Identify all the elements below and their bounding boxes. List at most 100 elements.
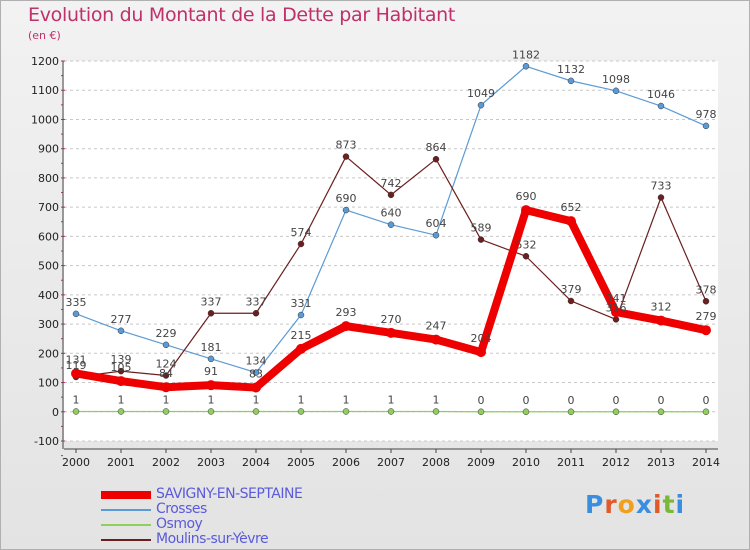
legend-swatch [101, 523, 151, 526]
data-label: 532 [516, 238, 537, 251]
data-label: 1049 [467, 87, 495, 100]
data-label: 1 [343, 393, 350, 406]
y-tick-label: 400 [38, 289, 59, 302]
data-point [252, 310, 260, 317]
data-label: 733 [651, 180, 672, 193]
data-label: 1 [208, 393, 215, 406]
data-label: 0 [523, 394, 530, 407]
data-point [252, 408, 260, 415]
data-label: 316 [606, 301, 627, 314]
plot-area [64, 61, 718, 441]
x-tick-label: 2005 [287, 456, 315, 469]
x-tick-label: 2013 [647, 456, 675, 469]
data-point [386, 327, 396, 338]
y-tick-label: 900 [38, 143, 59, 156]
data-label: 331 [291, 297, 312, 310]
legend-label: Moulins-sur-Yèvre [156, 531, 269, 547]
data-label: 247 [426, 320, 447, 333]
data-label: 341 [606, 292, 627, 305]
data-point [657, 408, 665, 416]
x-tick-label: 2011 [557, 456, 585, 469]
data-point [296, 343, 306, 354]
data-label: 229 [156, 327, 177, 340]
data-label: 0 [478, 394, 485, 407]
data-label: 124 [156, 358, 177, 371]
data-point [567, 77, 575, 85]
data-point [252, 369, 260, 376]
data-label: 652 [561, 201, 582, 214]
data-label: 1098 [602, 73, 630, 86]
x-tick-label: 2010 [512, 456, 540, 469]
data-point [207, 355, 215, 363]
data-point [567, 297, 575, 305]
data-point [567, 408, 575, 416]
data-label: 134 [246, 355, 267, 368]
data-label: 0 [568, 394, 575, 407]
legend-item: SAVIGNY-EN-SEPTAINE [101, 486, 303, 502]
data-point [72, 408, 80, 415]
data-point [522, 408, 530, 416]
data-label: 873 [336, 139, 357, 152]
data-point [72, 310, 80, 318]
proxiti-logo: Proxiti [585, 490, 685, 519]
data-label: 337 [201, 295, 222, 308]
data-point [431, 334, 441, 345]
legend-swatch [101, 538, 151, 541]
x-tick-label: 2008 [422, 456, 450, 469]
x-tick-label: 2002 [152, 456, 180, 469]
data-label: 742 [381, 177, 402, 190]
data-point [342, 206, 350, 214]
x-tick-label: 2000 [62, 456, 90, 469]
data-label: 1 [298, 393, 305, 406]
data-label: 270 [381, 313, 402, 326]
data-point [522, 63, 530, 70]
data-label: 864 [426, 141, 447, 154]
data-label: 1 [253, 393, 260, 406]
data-label: 1046 [647, 88, 675, 101]
legend-label: SAVIGNY-EN-SEPTAINE [156, 486, 303, 502]
data-point [161, 382, 171, 393]
y-tick-label: -100 [34, 435, 59, 448]
x-tick-label: 2014 [692, 456, 720, 469]
y-tick-label: 0 [52, 406, 59, 419]
legend-item: Moulins-sur-Yèvre [101, 532, 302, 547]
data-label: 293 [336, 306, 357, 319]
data-point [656, 315, 666, 326]
y-tick-label: 600 [38, 230, 59, 243]
data-label: 215 [291, 329, 312, 342]
data-label: 1 [118, 393, 125, 406]
x-tick-label: 2009 [467, 456, 495, 469]
data-label: 379 [561, 283, 582, 296]
data-label: 690 [336, 192, 357, 205]
data-label: 1 [433, 393, 440, 406]
legend-label: Crosses [156, 501, 207, 517]
data-point [387, 408, 395, 415]
logo-letter: x [635, 490, 653, 519]
data-point [117, 327, 125, 335]
data-label: 139 [111, 353, 132, 366]
y-tick-label: 1100 [31, 84, 59, 97]
data-point [297, 408, 305, 415]
series-lines [71, 63, 711, 416]
data-point [657, 102, 665, 110]
y-tick-label: 200 [38, 347, 59, 360]
data-point [476, 347, 486, 358]
data-point [207, 310, 215, 317]
data-point [162, 408, 170, 415]
data-label: 589 [471, 222, 492, 235]
data-label: 378 [696, 283, 717, 296]
logo-letter: t [662, 490, 676, 519]
data-point [477, 408, 485, 416]
legend-item: Crosses [101, 502, 302, 517]
data-point [116, 376, 126, 387]
data-label: 204 [471, 332, 492, 345]
y-tick-label: 700 [38, 201, 59, 214]
data-point [611, 307, 621, 318]
logo-letter: i [653, 490, 663, 519]
data-label: 119 [66, 359, 87, 372]
data-point [612, 316, 620, 323]
data-label: 277 [111, 313, 132, 326]
x-tick-label: 2001 [107, 456, 135, 469]
data-label: 105 [111, 361, 132, 374]
data-label: 279 [696, 310, 717, 323]
